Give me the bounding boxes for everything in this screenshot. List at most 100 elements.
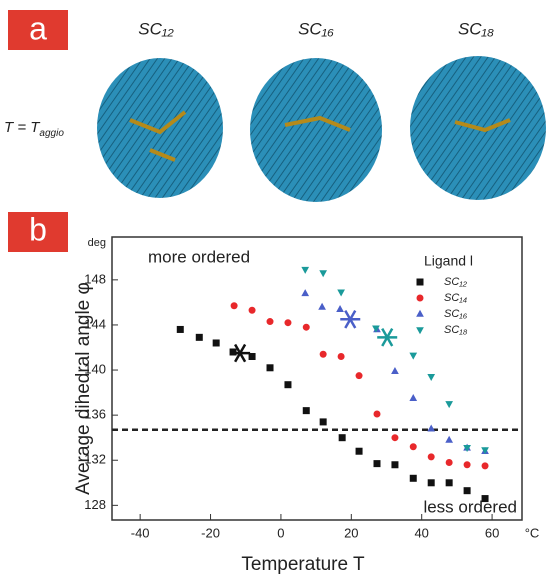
y-tick-label: 132	[84, 452, 106, 467]
data-point	[445, 479, 453, 487]
x-tick-label: 60	[485, 525, 499, 540]
data-point	[355, 447, 363, 455]
structure-label: SC₁₂	[138, 19, 174, 38]
plot: 128 132 136 140 144 148 -40 -20 0 20 40 60 Average d…	[73, 236, 540, 575]
data-point	[284, 381, 292, 389]
core	[284, 115, 351, 132]
data-point	[336, 304, 344, 312]
legend-title: Ligand l	[424, 253, 473, 269]
panel-label-box	[8, 10, 68, 50]
y-axis-unit: deg	[88, 237, 106, 249]
nanoparticle	[250, 58, 382, 202]
x-tick-label: -40	[131, 525, 150, 540]
data-point	[463, 487, 471, 495]
legend-marker	[416, 294, 424, 302]
data-point	[481, 495, 489, 503]
data-point	[391, 366, 399, 374]
legend-label: SC₁₆	[444, 308, 468, 320]
plot-frame	[111, 236, 523, 521]
data-point	[372, 325, 380, 333]
y-tick-label: 140	[84, 361, 106, 376]
star-stroke	[234, 343, 247, 363]
data-point	[195, 333, 203, 341]
data-point	[445, 435, 454, 443]
data-point	[266, 318, 274, 326]
row-label-main: T = T	[4, 119, 41, 136]
data-point	[301, 266, 310, 274]
legend-marker	[416, 278, 424, 286]
x-tick-label: 0	[277, 525, 284, 540]
legend-label: SC₁₂	[444, 276, 468, 288]
y-tick-label: 144	[84, 316, 106, 331]
data-point	[481, 462, 489, 470]
data-point	[391, 461, 399, 469]
x-axis-title: Temperature T	[241, 554, 365, 575]
row-label: T = Taggio	[4, 119, 64, 139]
star-stroke	[381, 328, 394, 347]
data-point	[284, 319, 292, 327]
data-point	[319, 350, 327, 358]
panel-label: b	[29, 211, 47, 247]
data-point	[427, 424, 436, 432]
x-axis-unit: °C	[525, 525, 540, 540]
x-tick-label: 40	[414, 525, 428, 540]
data-point	[373, 410, 381, 418]
legend-marker	[416, 309, 424, 317]
y-tick-label: 148	[84, 271, 106, 286]
data-point	[248, 353, 256, 361]
y-axis-title: Average dihedral angle φ	[73, 282, 94, 495]
data-point	[338, 434, 346, 442]
panel-label: a	[29, 10, 47, 46]
data-point	[391, 434, 399, 442]
x-tick-label: 20	[344, 525, 358, 540]
data-point	[463, 445, 471, 453]
data-point	[212, 339, 220, 347]
data-point	[248, 306, 256, 314]
core	[129, 110, 187, 162]
x-tick-label: -20	[201, 525, 220, 540]
data-point	[302, 407, 310, 415]
data-point	[445, 458, 453, 466]
legend-label: SC₁₄	[444, 292, 467, 304]
data-point	[445, 401, 454, 409]
row-label-sub: aggio	[39, 128, 64, 139]
data-point	[319, 418, 327, 426]
data-point	[355, 372, 363, 380]
data-point	[409, 443, 417, 451]
data-point	[409, 394, 418, 402]
y-tick-label: 128	[84, 497, 106, 512]
data-point	[463, 461, 471, 469]
aggregation-star	[230, 343, 251, 363]
panel-label-box	[8, 212, 68, 252]
data-point	[373, 460, 381, 468]
aggregation-star	[340, 310, 361, 329]
data-point	[230, 302, 238, 310]
structure-label: SC₁₆	[298, 19, 334, 38]
data-point	[176, 325, 184, 333]
core	[454, 118, 511, 133]
nanoparticle	[97, 58, 223, 198]
data-point	[409, 352, 418, 360]
annotation: more ordered	[148, 247, 250, 266]
data-point	[318, 302, 326, 310]
legend-label: SC₁₈	[444, 324, 468, 336]
data-point	[302, 323, 310, 331]
legend-marker	[416, 327, 424, 335]
data-point	[427, 479, 435, 487]
data-point	[301, 289, 310, 297]
data-point	[427, 374, 436, 382]
y-tick-label: 136	[84, 407, 106, 422]
data-point	[337, 353, 345, 361]
data-point	[427, 453, 435, 461]
aggregation-star	[377, 328, 398, 347]
data-point	[337, 289, 345, 297]
star-stroke	[344, 310, 357, 329]
data-point	[409, 474, 417, 482]
data-point	[266, 364, 274, 372]
data-point	[319, 270, 328, 278]
data-point	[481, 447, 489, 455]
structure-label: SC₁₈	[458, 19, 494, 38]
annotation: less ordered	[423, 497, 517, 516]
